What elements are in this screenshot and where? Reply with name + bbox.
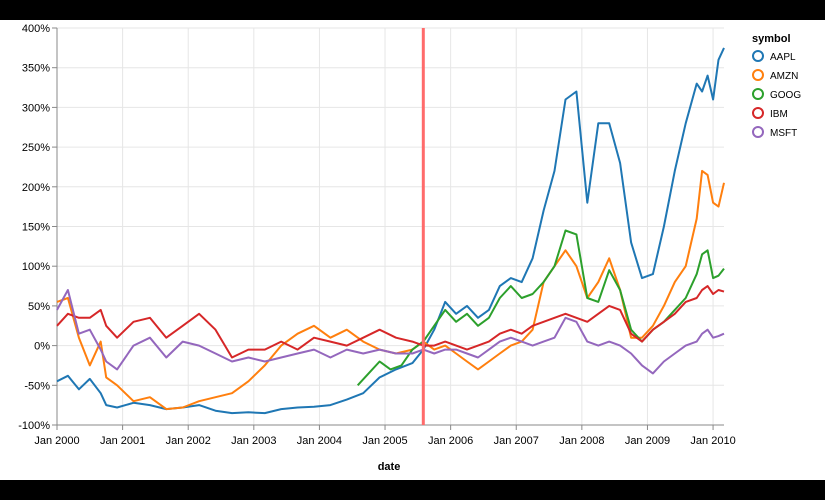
chart-canvas: 400% 350% 300% 250% 200% 150% 100% 50% 0% -50% -10… [0,20,825,480]
legend-label-ibm: IBM [770,109,788,120]
line-chart: 400% 350% 300% 250% 200% 150% 100% 50% 0% -50% -10… [18,23,801,473]
grid [56,27,724,426]
legend-label-msft: MSFT [770,128,797,139]
legend-symbol-goog [752,88,764,100]
y-tick-label: 150% [22,222,50,234]
y-tick-label: 50% [28,301,50,313]
y-tick-label: 400% [22,23,50,35]
legend-label-amzn: AMZN [770,71,798,82]
legend-label-goog: GOOG [770,90,801,101]
y-tick-label: 250% [22,142,50,154]
series-lines [56,47,725,415]
x-tick-label: Jan 2003 [231,435,276,447]
legend-symbol-msft [752,126,764,138]
x-tick-label: Jan 2009 [625,435,670,447]
legend: symbol AAPL AMZN GOOG IBM MSFT [752,33,801,139]
x-tick-label: Jan 2008 [559,435,604,447]
axes: 400% 350% 300% 250% 200% 150% 100% 50% 0% -50% -10… [18,23,735,447]
legend-symbol-ibm [752,107,764,119]
y-tick-label: 300% [22,102,50,114]
series-line-aapl [56,47,725,415]
legend-symbol-amzn [752,69,764,81]
legend-symbol-aapl [752,50,764,62]
x-tick-label: Jan 2007 [494,435,539,447]
x-tick-label: Jan 2010 [690,435,735,447]
x-tick-label: Jan 2002 [166,435,211,447]
y-tick-label: -100% [18,420,50,432]
series-line-ibm [56,285,725,359]
x-tick-label: Jan 2006 [428,435,473,447]
y-tick-label: 100% [22,261,50,273]
series-line-msft [56,289,725,375]
y-tick-label: 350% [22,63,50,75]
x-tick-label: Jan 2000 [34,435,79,447]
legend-label-aapl: AAPL [770,52,796,63]
x-tick-label: Jan 2004 [297,435,342,447]
legend-title: symbol [752,33,791,45]
x-tick-label: Jan 2001 [100,435,145,447]
series-line-amzn [56,169,725,411]
y-tick-label: 200% [22,182,50,194]
x-tick-label: Jan 2005 [362,435,407,447]
y-tick-label: 0% [34,341,50,353]
x-axis-title: date [378,461,401,473]
y-tick-label: -50% [24,380,50,392]
